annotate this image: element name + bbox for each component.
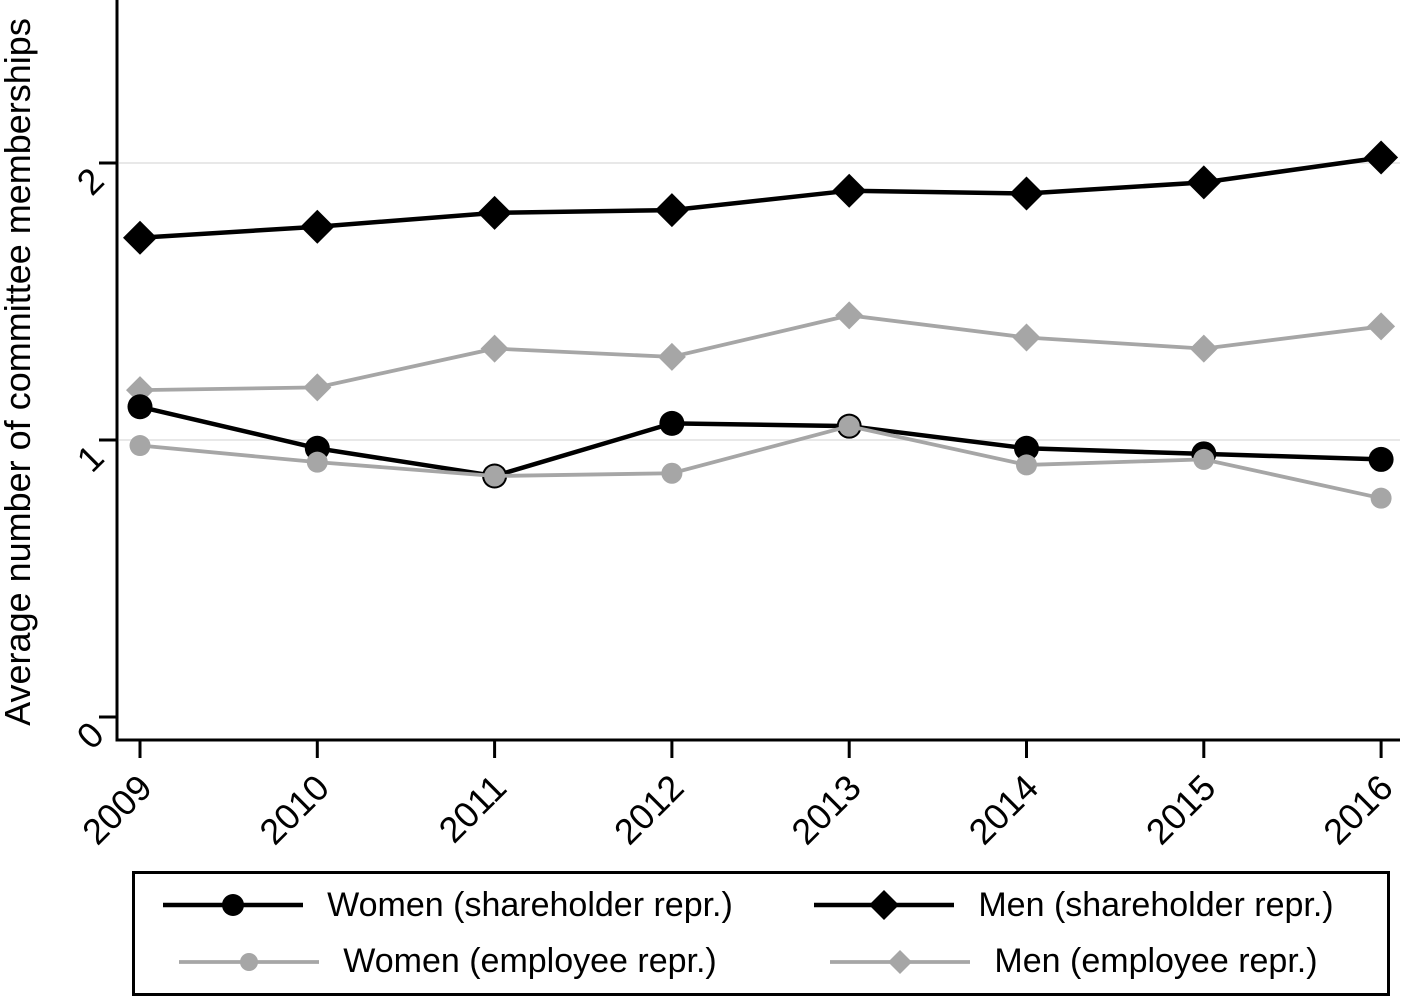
data-point	[1367, 312, 1396, 341]
data-point	[480, 334, 509, 363]
data-point	[1364, 140, 1399, 175]
y-axis-title: Average number of committee memberships	[0, 18, 38, 726]
legend-label: Women (employee repr.)	[343, 942, 717, 981]
legend-label: Women (shareholder repr.)	[327, 885, 733, 924]
legend-label: Men (shareholder repr.)	[978, 885, 1334, 924]
legend-marker	[888, 949, 913, 974]
legend-marker	[240, 952, 259, 971]
data-point	[1189, 334, 1218, 363]
series-1	[123, 140, 1399, 255]
x-tick-label: 2014	[961, 767, 1047, 853]
series-line	[139, 424, 1382, 501]
gridlines	[119, 162, 1400, 441]
data-point	[127, 394, 153, 420]
x-tick-label: 2012	[606, 767, 692, 853]
data-point	[477, 195, 512, 230]
x-tick-label: 2015	[1138, 767, 1224, 853]
y-tick-label: 0	[69, 714, 112, 757]
y-tick-labels: 0 1 2	[69, 160, 112, 757]
legend-sample	[814, 890, 955, 921]
series-line	[139, 155, 1382, 241]
series-line	[139, 313, 1382, 393]
data-point	[300, 209, 335, 244]
legend-item: Men (employee repr.)	[761, 942, 1387, 981]
data-point	[1016, 454, 1037, 476]
data-point	[1370, 487, 1392, 509]
data-point	[832, 173, 867, 208]
data-point	[838, 415, 860, 437]
legend: Women (shareholder repr.) Men (shareholde…	[132, 871, 1390, 996]
x-tick-label: 2010	[251, 767, 337, 853]
data-point	[303, 373, 332, 402]
series-3	[126, 301, 1396, 405]
data-point	[1368, 446, 1394, 472]
axes	[99, 0, 1400, 758]
x-tick-label: 2016	[1315, 767, 1401, 853]
data-point	[306, 451, 328, 473]
x-tick-label: 2009	[74, 767, 160, 853]
data-point	[129, 435, 151, 457]
data-point	[1012, 323, 1041, 352]
data-point	[654, 193, 689, 228]
x-tick-label: 2011	[431, 767, 515, 851]
data-point	[1014, 435, 1039, 461]
legend-sample	[163, 894, 304, 917]
legend-label: Men (employee repr.)	[994, 942, 1318, 981]
legend-sample	[830, 949, 971, 974]
legend-marker	[222, 894, 245, 917]
series-0	[127, 394, 1394, 489]
legend-item: Women (shareholder repr.)	[135, 886, 761, 925]
legend-sample	[179, 952, 320, 971]
y-tick-label: 1	[69, 437, 112, 480]
data-point	[484, 465, 506, 487]
legend-marker	[869, 890, 900, 921]
x-tick-labels: 2009 2010 2011 2012 2013 2014 2015 2016	[74, 767, 1401, 853]
y-tick-label: 2	[69, 160, 112, 203]
data-point	[1186, 165, 1221, 200]
data-point	[659, 410, 685, 436]
series-2	[129, 415, 1392, 509]
series-line	[139, 404, 1382, 479]
data-point	[657, 342, 686, 371]
legend-item: Women (employee repr.)	[135, 942, 761, 981]
data-point	[123, 220, 157, 255]
data-point	[835, 301, 864, 330]
data-point	[1009, 176, 1044, 211]
x-tick-label: 2013	[783, 767, 869, 853]
legend-item: Men (shareholder repr.)	[761, 886, 1387, 925]
data-point	[1193, 448, 1215, 470]
plot-series	[123, 140, 1399, 509]
data-point	[661, 462, 683, 484]
